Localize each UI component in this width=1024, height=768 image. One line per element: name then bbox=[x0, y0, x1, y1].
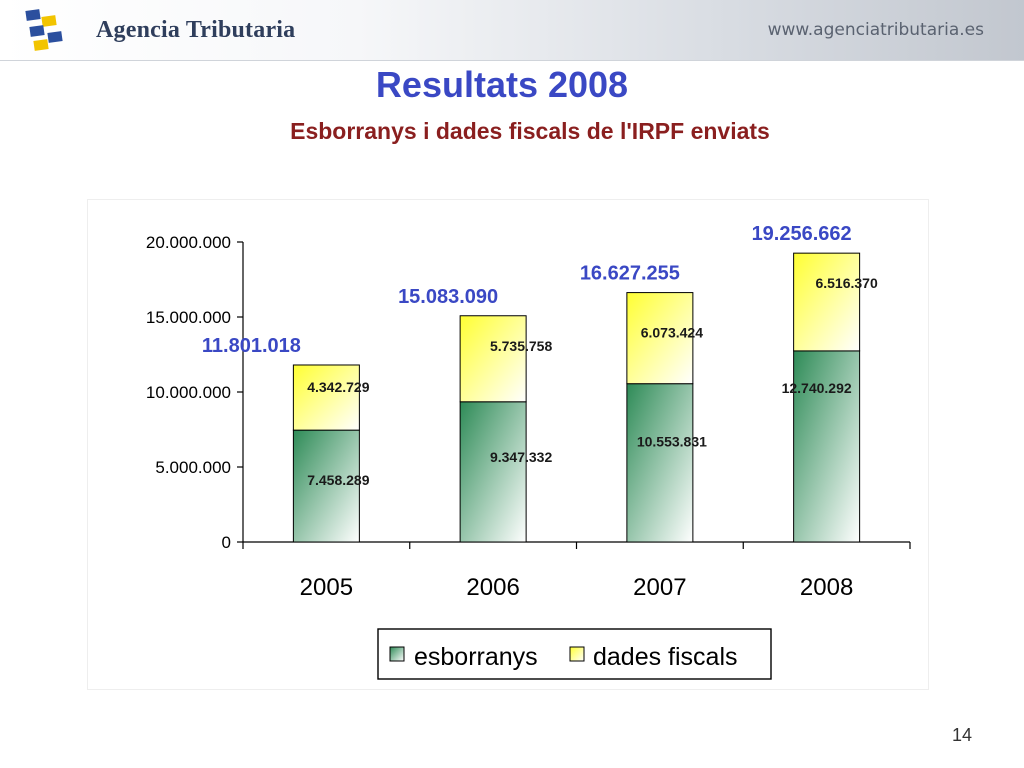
y-tick-label: 15.000.000 bbox=[146, 308, 231, 327]
x-tick-label: 2007 bbox=[633, 574, 686, 601]
x-tick-label: 2008 bbox=[800, 574, 853, 601]
legend-swatch-esborranys bbox=[389, 646, 405, 662]
bar-esborranys-2006 bbox=[459, 401, 527, 543]
data-label-dades-fiscals: 6.073.424 bbox=[641, 325, 703, 341]
y-tick-label: 0 bbox=[222, 533, 231, 552]
data-label-esborranys: 12.740.292 bbox=[782, 380, 852, 396]
legend-label-esborranys: esborranys bbox=[414, 643, 538, 671]
x-tick-label: 2005 bbox=[300, 574, 353, 601]
x-tick-label: 2006 bbox=[466, 574, 519, 601]
total-label: 11.801.018 bbox=[202, 335, 301, 357]
total-label: 15.083.090 bbox=[398, 286, 498, 308]
legend-label-dades-fiscals: dades fiscals bbox=[593, 643, 738, 671]
y-tick-label: 5.000.000 bbox=[155, 458, 231, 477]
total-label: 19.256.662 bbox=[752, 223, 852, 245]
chart-labels: 7.458.289 4.342.729 11.801.018 2005 9.347.33… bbox=[202, 223, 878, 601]
bar-dades-fiscals-2006 bbox=[459, 315, 527, 403]
chart-bars bbox=[292, 252, 861, 543]
data-label-dades-fiscals: 6.516.370 bbox=[815, 275, 877, 291]
total-label: 16.627.255 bbox=[580, 263, 680, 285]
bar-dades-fiscals-2005 bbox=[292, 364, 360, 431]
y-tick-label: 10.000.000 bbox=[146, 383, 231, 402]
legend-swatch-dades-fiscals bbox=[569, 646, 585, 662]
bar-dades-fiscals-2007 bbox=[626, 292, 694, 385]
slide-subtitle: Esborranys i dades fiscals de l'IRPF env… bbox=[290, 118, 770, 144]
bar-dades-fiscals-2008 bbox=[793, 252, 861, 352]
data-label-esborranys: 7.458.289 bbox=[307, 472, 369, 488]
y-tick-label: 20.000.000 bbox=[146, 233, 231, 252]
data-label-dades-fiscals: 5.735.758 bbox=[490, 338, 552, 354]
agency-logo-icon bbox=[25, 9, 63, 51]
chart-legend: esborranys dades fiscals bbox=[377, 628, 772, 680]
data-label-dades-fiscals: 4.342.729 bbox=[307, 379, 369, 395]
slide-title: Resultats 2008 bbox=[375, 64, 629, 105]
data-label-esborranys: 10.553.831 bbox=[637, 434, 707, 450]
website-url[interactable]: www.agenciatributaria.es bbox=[767, 20, 984, 40]
data-label-esborranys: 9.347.332 bbox=[490, 449, 552, 465]
agency-brand-name: Agencia Tributaria bbox=[96, 17, 296, 43]
header-bar: Agencia Tributaria www.agenciatributaria… bbox=[0, 0, 1024, 61]
page-number: 14 bbox=[951, 725, 972, 745]
bar-esborranys-2008 bbox=[793, 350, 861, 543]
bar-esborranys-2007 bbox=[626, 383, 694, 543]
bar-esborranys-2005 bbox=[292, 429, 360, 543]
